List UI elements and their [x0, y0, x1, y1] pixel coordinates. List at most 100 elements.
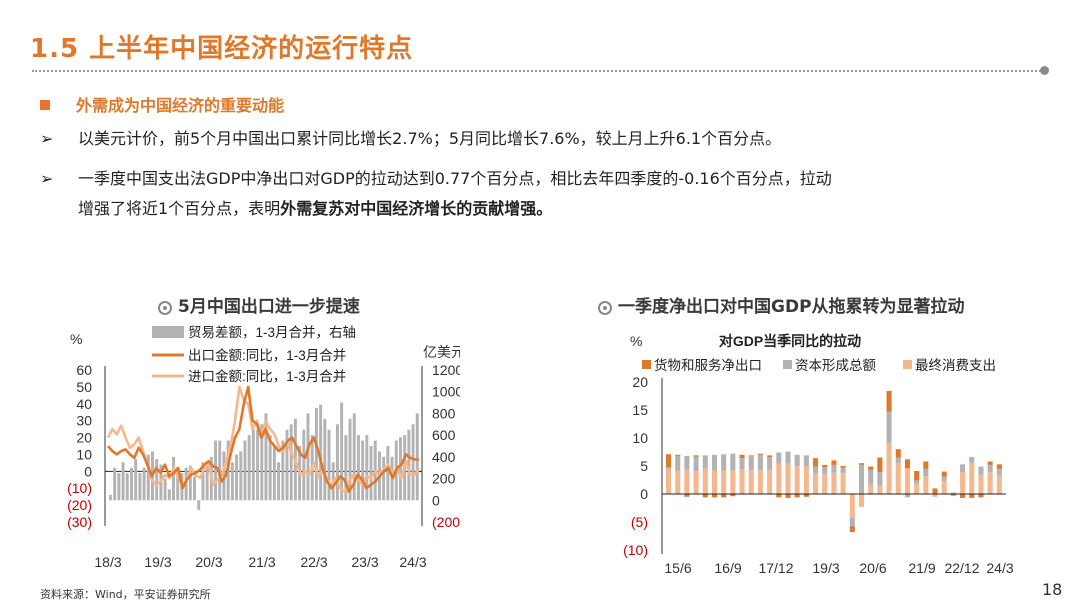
chart2-stacked-bar-segment: [693, 471, 699, 494]
chart2-stacked-bar-segment: [794, 494, 800, 498]
chart1-trade-balance-bar: [121, 462, 125, 501]
chart2-stacked-bar-segment: [794, 454, 800, 466]
chart2-stacked-bar-segment: [849, 494, 855, 519]
chart2-stacked-bar-segment: [803, 466, 809, 494]
chart2-stacked-bar-segment: [693, 456, 699, 472]
chart2-stacked-bar-segment: [702, 455, 708, 469]
chart2-stacked-bar-segment: [960, 494, 966, 498]
bullet-text-emphasis: 外需复苏对中国经济增长的贡献增强。: [280, 199, 553, 218]
chart2-stacked-bar-segment: [831, 472, 837, 494]
page-number: 18: [1042, 580, 1063, 599]
chart2-stacked-bar-segment: [776, 494, 782, 498]
chart2-stacked-bar-segment: [748, 469, 754, 494]
chart2-stacked-bar-segment: [960, 464, 966, 473]
chart2-stacked-bar-segment: [978, 466, 984, 475]
chart1-trade-balance-bar: [230, 462, 234, 501]
chart2-x-tick-label: 20/6: [859, 560, 886, 576]
chart1-trade-balance-bar: [268, 435, 272, 501]
chart2-stacked-bar-segment: [666, 467, 672, 470]
title-divider-dot: [1040, 66, 1049, 75]
chart1-trade-balance-bar: [167, 489, 171, 501]
chart1-trade-balance-bar: [260, 424, 264, 501]
chart2-stacked-bar-segment: [776, 463, 782, 494]
chart2-stacked-bar-segment: [941, 476, 947, 482]
chart2-stacked-bar-segment: [886, 443, 892, 494]
chart1-trade-balance-bar: [138, 473, 142, 501]
chart2-stacked-bar-segment: [803, 455, 809, 466]
chart2-stacked-bar-segment: [684, 455, 690, 470]
chart2-stacked-bar-segment: [711, 470, 717, 494]
chart1-x-tick-label: 24/3: [399, 554, 426, 570]
chart2-legend-swatch: [903, 360, 912, 369]
chart1-title-text: 5月中国出口进一步提速: [178, 297, 360, 317]
section-heading: 外需成为中国经济的重要动能: [40, 92, 284, 116]
chart2-stacked-bar-segment: [969, 457, 975, 463]
bullet-item: ➢ 一季度中国支出法GDP中净出口对GDP的拉动达到0.77个百分点，相比去年四…: [40, 164, 1050, 224]
chart1-x-tick-label: 19/3: [144, 554, 171, 570]
chart1-trade-balance-bar: [411, 424, 415, 501]
chart2-stacked-bar-segment: [822, 473, 828, 494]
chart2-stacked-bar-segment: [822, 464, 828, 468]
chart1-trade-balance-bar: [327, 429, 331, 501]
chart1-left-tick-label: 20: [76, 430, 92, 446]
chart2-subtitle: 对GDP当季同比的拉动: [719, 333, 861, 349]
chart2-stacked-bar-segment: [748, 455, 754, 470]
chart1-right-tick-label: 0: [432, 492, 440, 508]
chart2-stacked-bar-segment: [950, 494, 956, 496]
section-heading-label: 外需成为中国经济的重要动能: [76, 96, 285, 115]
chart2-stacked-bar-segment: [739, 469, 745, 494]
chart1-left-tick-label: 60: [76, 362, 92, 378]
chart1-trade-balance-bar: [340, 402, 344, 501]
chart1-trade-balance-bar: [243, 440, 247, 501]
chart2-stacked-bar-segment: [923, 476, 929, 494]
chart2-stacked-bar-segment: [923, 461, 929, 469]
page-title: 1.5 上半年中国经济的运行特点: [30, 34, 414, 64]
chart2-stacked-bar-segment: [767, 469, 773, 494]
chart2-stacked-bar-segment: [914, 480, 920, 484]
chart1-trade-balance-bar: [247, 435, 251, 501]
chart1-x-tick-label: 23/3: [351, 554, 378, 570]
chart2-stacked-bar-segment: [840, 473, 846, 494]
chart2-stacked-bar-segment: [831, 464, 837, 473]
chart2-stacked-bar-segment: [757, 453, 763, 455]
chart1-x-tick-label: 20/3: [195, 554, 222, 570]
chart2-stacked-bar-segment: [702, 468, 708, 494]
chart2-stacked-bar-segment: [987, 461, 993, 465]
chart2-x-tick-label: 19/3: [812, 560, 839, 576]
chart2-stacked-bar-segment: [813, 466, 819, 474]
chart1-trade-balance-bar: [218, 440, 222, 501]
chart1-left-unit: %: [70, 331, 82, 347]
chart1-trade-balance-bar: [201, 462, 205, 501]
chart2-stacked-bar-segment: [877, 457, 883, 473]
chart1-trade-balance-bar: [335, 424, 339, 501]
chart1-trade-balance-bar: [193, 476, 196, 501]
chart2-stacked-bar-segment: [675, 454, 681, 456]
chart2-stacked-bar-segment: [941, 481, 947, 494]
chart2-stacked-bar-segment: [858, 494, 865, 507]
chart2-stacked-bar-segment: [794, 466, 800, 494]
chart2-legend-swatch: [783, 360, 792, 369]
chart1-x-tick-label: 21/3: [248, 554, 275, 570]
chart2-x-tick-label: 21/9: [908, 560, 935, 576]
chart1-trade-balance-bar: [302, 429, 306, 501]
target-circle-icon: [158, 301, 172, 315]
chart2-stacked-bar-segment: [969, 462, 975, 494]
chart2-stacked-bar-segment: [978, 494, 984, 498]
chart1-trade-balance-bar: [239, 451, 243, 501]
chart1-right-tick-label: 1200: [432, 362, 460, 378]
chart2-stacked-bar-segment: [702, 494, 708, 498]
chart1-export-trade: %亿美元6050403020100(10)(20)(30)12001000800…: [67, 325, 460, 570]
chart2-y-tick-label: 15: [632, 402, 648, 418]
chart1-trade-balance-bar: [188, 465, 192, 501]
chart2-stacked-bar-segment: [858, 464, 865, 494]
chart2-stacked-bar-segment: [877, 486, 883, 494]
chart2-stacked-bar-segment: [950, 492, 956, 493]
chart2-x-tick-label: 17/12: [758, 560, 793, 576]
chart1-trade-balance-bar: [205, 466, 209, 501]
chart1-trade-balance-bar: [272, 446, 276, 501]
chart2-stacked-bar-segment: [996, 464, 1002, 469]
chart1-trade-balance-bar: [184, 467, 188, 501]
chart2-y-tick-label: 10: [632, 430, 648, 446]
chart2-stacked-bar-segment: [730, 494, 736, 497]
chart2-stacked-bar-segment: [813, 458, 819, 467]
